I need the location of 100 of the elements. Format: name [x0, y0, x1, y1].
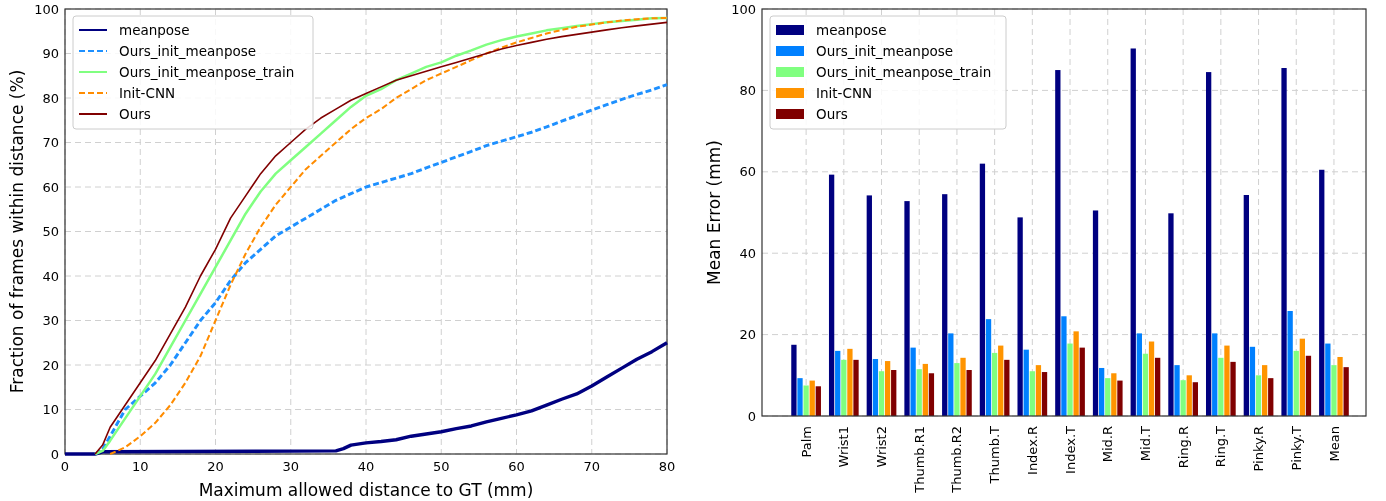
x-tick-label: 30 — [282, 459, 300, 474]
x-tick-label: Thumb.T — [987, 425, 1003, 485]
bar — [791, 344, 797, 416]
x-tick-label: Pinky.R — [1251, 426, 1267, 472]
x-tick-label: Ring.R — [1175, 426, 1191, 469]
bar — [1111, 373, 1117, 416]
bar — [1331, 365, 1337, 416]
bar — [866, 195, 872, 416]
bar — [998, 345, 1004, 416]
x-tick-label: 0 — [60, 459, 70, 474]
bar — [1305, 355, 1312, 416]
bar — [809, 380, 815, 416]
bar — [1142, 353, 1149, 416]
y-tick-label: 100 — [731, 1, 756, 17]
y-tick-label: 30 — [42, 313, 59, 329]
bar — [835, 350, 841, 416]
bar — [878, 371, 885, 416]
bar — [948, 333, 954, 416]
legend-label: Ours_init_meanpose — [119, 42, 257, 59]
bar — [815, 386, 821, 416]
bar — [1337, 356, 1343, 416]
x-tick-label: 20 — [207, 459, 224, 474]
bar — [1293, 350, 1299, 416]
bar — [1041, 372, 1048, 416]
bar — [916, 369, 922, 416]
bar — [928, 373, 935, 416]
bar — [828, 174, 835, 416]
bar — [1073, 331, 1079, 416]
bar — [1249, 346, 1256, 416]
bar — [1319, 169, 1325, 416]
x-tick-label: Thumb.R1 — [911, 426, 927, 494]
bar — [942, 194, 948, 416]
x-tick-label: Wrist1 — [836, 426, 852, 468]
y-axis-title: Mean Error (mm) — [704, 140, 724, 285]
y-tick-label: 80 — [42, 90, 59, 106]
bar — [910, 347, 916, 416]
bar — [960, 357, 966, 416]
bar — [1098, 367, 1105, 416]
bar — [1186, 375, 1192, 416]
bar — [1154, 357, 1161, 416]
x-tick-label: 40 — [357, 459, 375, 474]
y-tick-label: 80 — [739, 82, 756, 98]
bar — [1230, 361, 1236, 416]
bar — [1055, 70, 1061, 416]
bar — [1148, 341, 1155, 416]
bar — [904, 201, 910, 416]
bar — [1192, 382, 1198, 416]
x-tick-label: Mid.T — [1137, 425, 1153, 462]
bar — [1067, 343, 1073, 416]
bar — [853, 359, 859, 416]
x-tick-label: 80 — [658, 459, 676, 474]
bar — [1224, 345, 1230, 416]
bar — [1218, 357, 1224, 416]
bar — [1035, 365, 1042, 416]
bar — [1092, 210, 1099, 416]
bar — [1281, 68, 1287, 416]
bar — [1325, 343, 1331, 416]
bar — [1136, 333, 1142, 416]
legend-label: meanpose — [119, 21, 190, 38]
y-tick-label: 40 — [42, 268, 59, 284]
y-tick-label: 90 — [42, 46, 59, 62]
x-tick-label: Wrist2 — [874, 426, 890, 468]
bar — [891, 370, 897, 416]
bar — [1023, 349, 1029, 416]
x-tick-label: 60 — [508, 459, 525, 474]
y-tick-label: 60 — [739, 164, 756, 180]
bar — [954, 363, 960, 416]
bar — [841, 359, 847, 416]
bar — [803, 385, 809, 416]
bar — [1205, 72, 1212, 416]
bar — [991, 352, 998, 416]
y-tick-label: 100 — [34, 1, 59, 17]
x-tick-label: 70 — [583, 459, 601, 474]
legend-label: Init-CNN — [816, 84, 873, 101]
bar — [1180, 380, 1186, 416]
bar — [1287, 310, 1293, 416]
x-tick-label: Pinky.T — [1288, 425, 1304, 471]
bar — [1262, 365, 1268, 416]
y-tick-label: 40 — [739, 245, 756, 261]
x-tick-label: Index.R — [1024, 426, 1040, 475]
x-tick-label: Palm — [798, 426, 814, 458]
legend-label: Ours_init_meanpose_train — [119, 63, 295, 80]
y-tick-label: 70 — [42, 135, 59, 151]
bar — [979, 163, 986, 416]
legend-label: Ours — [119, 105, 151, 122]
bar — [884, 361, 891, 416]
bar — [1174, 365, 1180, 416]
y-tick-label: 60 — [42, 179, 59, 195]
y-tick-label: 10 — [42, 402, 59, 418]
bar — [797, 378, 803, 416]
x-tick-label: 50 — [432, 459, 450, 474]
y-tick-label: 20 — [739, 327, 756, 343]
bar — [1255, 375, 1262, 416]
legend-label: Init-CNN — [119, 84, 176, 101]
bar — [1029, 371, 1035, 416]
y-tick-label: 0 — [747, 408, 756, 424]
bar — [1017, 217, 1023, 416]
bar — [1079, 347, 1085, 416]
legend-label: Ours_init_meanpose — [816, 42, 954, 59]
legend-label: Ours — [816, 105, 848, 122]
